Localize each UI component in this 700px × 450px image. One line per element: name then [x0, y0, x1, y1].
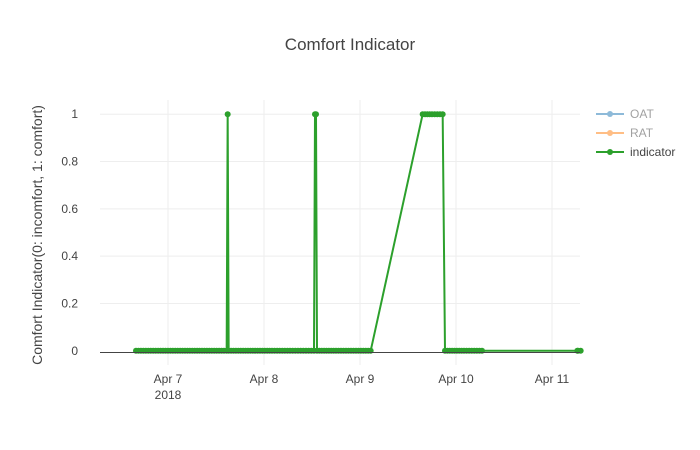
data-point [224, 111, 231, 118]
x-tick-label: Apr 8 [250, 372, 279, 386]
legend-label: OAT [630, 107, 654, 121]
legend[interactable]: OAT RAT indicator [596, 107, 675, 159]
x-tick-label: Apr 11 [535, 372, 570, 386]
legend-label: RAT [630, 126, 654, 140]
y-tick-label: 1 [71, 107, 78, 121]
y-tick-label: 0.4 [61, 249, 78, 263]
y-tick-label: 0.2 [61, 296, 78, 310]
legend-swatch-marker [607, 130, 613, 136]
x-tick-label: Apr 10 [438, 372, 474, 386]
chart-title: Comfort Indicator [285, 35, 416, 54]
x-tick-sublabel: 2018 [155, 388, 182, 402]
grid [100, 100, 580, 365]
x-axis-ticks: Apr 7 2018 Apr 8 Apr 9 Apr 10 Apr 11 [154, 372, 570, 402]
y-axis-ticks: 0 0.2 0.4 0.6 0.8 1 [61, 107, 78, 358]
series-layer [133, 111, 584, 354]
series-line-indicator [136, 113, 581, 352]
legend-item-OAT[interactable]: OAT [596, 107, 654, 121]
data-point [439, 111, 446, 118]
y-tick-label: 0.6 [61, 202, 78, 216]
y-axis-title: Comfort Indicator(0: incomfort, 1: comfo… [29, 105, 45, 365]
y-tick-label: 0.8 [61, 155, 78, 169]
legend-swatch-marker [607, 149, 613, 155]
legend-item-indicator[interactable]: indicator [596, 145, 675, 159]
legend-item-RAT[interactable]: RAT [596, 126, 654, 140]
legend-swatch-marker [607, 111, 613, 117]
data-point [313, 111, 319, 118]
y-tick-label: 0 [71, 344, 78, 358]
legend-label: indicator [630, 145, 675, 159]
x-tick-label: Apr 7 [154, 372, 183, 386]
x-tick-label: Apr 9 [346, 372, 375, 386]
